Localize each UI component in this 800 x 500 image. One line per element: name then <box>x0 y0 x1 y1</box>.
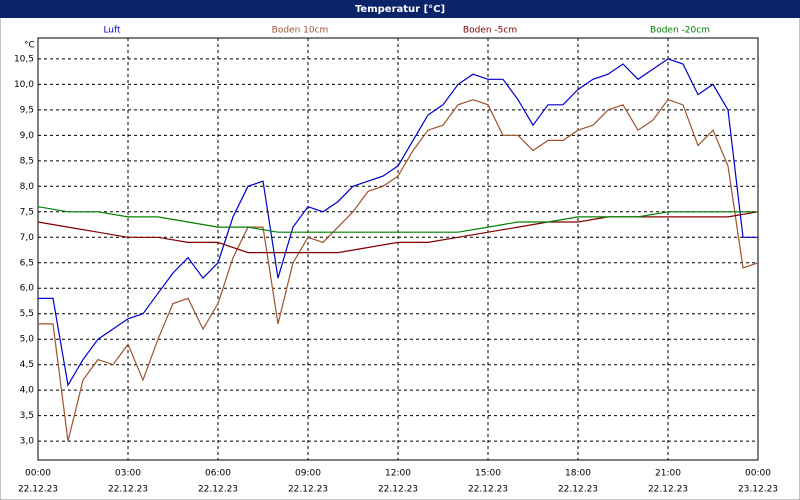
x-tick-label: 21:00 <box>655 469 681 479</box>
y-tick-label: 6,0 <box>20 284 35 294</box>
y-tick-label: 4,0 <box>20 386 35 396</box>
y-tick-label: 5,0 <box>20 335 35 345</box>
y-tick-label: 3,5 <box>20 411 34 421</box>
x-tick-label: 12:00 <box>385 469 411 479</box>
y-tick-label: 7,0 <box>20 233 35 243</box>
y-tick-label: 9,5 <box>20 105 34 115</box>
x-tick-date: 22.12.23 <box>198 485 238 495</box>
x-tick-label: 00:00 <box>25 469 51 479</box>
y-tick-label: 3,0 <box>20 437 35 447</box>
legend-entry: Boden -5cm <box>463 26 517 36</box>
legend-entry: Luft <box>103 26 121 36</box>
chart-title: Temperatur [°C] <box>355 4 445 15</box>
x-tick-label: 15:00 <box>475 469 501 479</box>
y-tick-label: 9,0 <box>20 131 35 141</box>
x-tick-date: 22.12.23 <box>468 485 508 495</box>
title-bar <box>0 0 800 18</box>
legend-entry: Boden -20cm <box>650 26 710 36</box>
x-tick-date: 22.12.23 <box>378 485 418 495</box>
x-tick-date: 23.12.23 <box>738 485 778 495</box>
x-tick-label: 03:00 <box>115 469 141 479</box>
series-line <box>38 58 758 387</box>
y-unit: °C <box>24 41 35 51</box>
x-tick-label: 06:00 <box>205 469 231 479</box>
x-tick-date: 22.12.23 <box>108 485 148 495</box>
y-tick-label: 7,5 <box>20 207 34 217</box>
series-line <box>37 206 758 233</box>
x-tick-label: 09:00 <box>295 469 321 479</box>
y-tick-label: 4,5 <box>20 360 34 370</box>
x-tick-label: 18:00 <box>565 469 591 479</box>
y-tick-label: 10,0 <box>14 80 34 90</box>
x-tick-date: 22.12.23 <box>558 485 598 495</box>
y-tick-label: 8,0 <box>20 182 35 192</box>
x-tick-date: 22.12.23 <box>288 485 328 495</box>
y-tick-label: 10,5 <box>14 54 34 64</box>
y-tick-label: 5,5 <box>20 309 34 319</box>
x-tick-date: 22.12.23 <box>648 485 688 495</box>
legend-entry: Boden 10cm <box>272 26 329 36</box>
y-tick-label: 8,5 <box>20 156 34 166</box>
x-tick-label: 00:00 <box>745 469 771 479</box>
y-tick-label: 6,5 <box>20 258 34 268</box>
series-line <box>38 98 759 442</box>
x-tick-date: 22.12.23 <box>18 485 58 495</box>
